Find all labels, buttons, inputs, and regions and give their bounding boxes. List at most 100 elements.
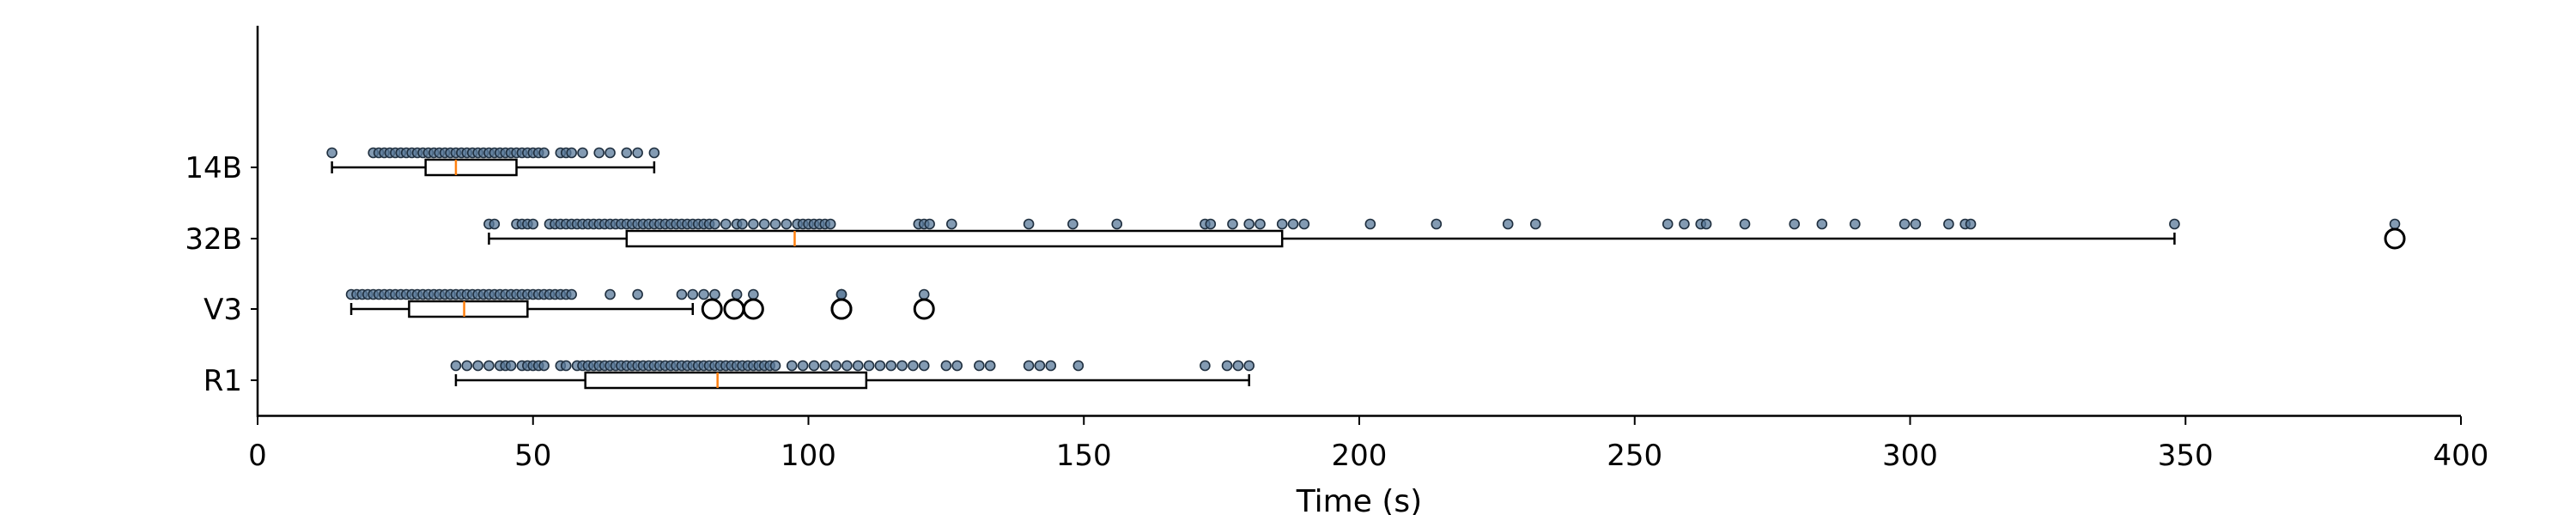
x-tick-label-250: 250	[1607, 439, 1662, 473]
data-point-r1	[974, 360, 985, 372]
data-point-r1	[874, 360, 886, 372]
data-point-32b	[924, 218, 935, 230]
data-point-14b	[577, 147, 588, 159]
data-point-r1	[940, 360, 952, 372]
data-point-r1	[863, 360, 875, 372]
outlier-v3	[701, 298, 723, 320]
data-point-r1	[1023, 360, 1035, 372]
data-point-r1	[450, 360, 462, 372]
data-point-32b	[1662, 218, 1674, 230]
data-point-32b	[1502, 218, 1514, 230]
x-tick-label-400: 400	[2433, 439, 2489, 473]
data-point-v3	[566, 288, 577, 300]
outlier-v3	[723, 298, 745, 320]
data-point-32b	[1816, 218, 1828, 230]
data-point-r1	[1200, 360, 1211, 372]
data-point-v3	[835, 288, 848, 300]
data-point-32b	[1899, 218, 1911, 230]
data-point-r1	[1045, 360, 1057, 372]
data-point-32b	[781, 218, 793, 230]
data-point-r1	[538, 360, 550, 372]
data-point-14b	[648, 147, 660, 159]
data-point-r1	[472, 360, 483, 372]
data-point-32b	[489, 218, 501, 230]
data-point-32b	[1205, 218, 1217, 230]
data-point-r1	[918, 360, 930, 372]
ticks-layer: R1 V3 32B 14B 0 50 100 150 200 250 300 350 400	[185, 151, 2488, 473]
data-point-r1	[819, 360, 831, 372]
data-point-v3	[709, 288, 720, 300]
data-point-32b	[748, 218, 759, 230]
data-point-r1	[808, 360, 820, 372]
data-point-v3	[698, 288, 709, 300]
data-point-r1	[984, 360, 996, 372]
box-32b	[625, 229, 1284, 248]
data-point-r1	[461, 360, 473, 372]
data-point-14b	[593, 147, 605, 159]
data-point-32b	[737, 218, 748, 230]
data-point-r1	[560, 360, 572, 372]
data-point-r1	[1221, 360, 1233, 372]
data-point-14b	[326, 147, 337, 159]
data-point-32b	[1111, 218, 1123, 230]
data-point-14b	[632, 147, 643, 159]
data-point-32b	[1287, 218, 1299, 230]
data-point-32b	[945, 218, 957, 230]
data-point-32b	[720, 218, 732, 230]
data-point-r1	[1072, 360, 1084, 372]
y-tick-label-v3: V3	[204, 293, 242, 327]
data-point-32b	[709, 218, 720, 230]
data-point-r1	[896, 360, 908, 372]
data-point-r1	[1232, 360, 1244, 372]
data-point-32b	[1431, 218, 1443, 230]
data-point-32b	[1298, 218, 1310, 230]
data-point-32b	[1067, 218, 1078, 230]
data-point-32b	[1850, 218, 1861, 230]
data-point-32b	[769, 218, 781, 230]
outlier-v3	[830, 298, 853, 320]
data-point-r1	[908, 360, 919, 372]
data-point-32b	[1910, 218, 1922, 230]
data-point-32b	[1023, 218, 1035, 230]
data-point-r1	[852, 360, 864, 372]
data-point-32b	[1965, 218, 1977, 230]
data-point-v3	[748, 288, 759, 300]
data-point-32b	[1243, 218, 1255, 230]
x-axis-title: Time (s)	[1296, 484, 1422, 515]
data-point-14b	[566, 147, 577, 159]
outlier-32b	[2384, 227, 2406, 250]
y-tick-label-r1: R1	[204, 364, 242, 398]
data-point-14b	[621, 147, 633, 159]
outlier-v3	[913, 298, 935, 320]
data-point-v3	[676, 288, 688, 300]
data-point-r1	[1034, 360, 1046, 372]
data-point-v3	[731, 288, 743, 300]
data-point-32b	[1943, 218, 1954, 230]
data-point-r1	[951, 360, 963, 372]
data-point-32b	[1227, 218, 1238, 230]
data-point-32b	[1739, 218, 1751, 230]
data-point-r1	[830, 360, 841, 372]
outlier-v3	[742, 298, 764, 320]
x-tick-label-50: 50	[514, 439, 551, 473]
data-point-32b	[527, 218, 539, 230]
data-point-v3	[605, 288, 616, 300]
data-point-14b	[605, 147, 616, 159]
data-point-32b	[824, 218, 836, 230]
data-point-32b	[1364, 218, 1376, 230]
data-point-r1	[841, 360, 853, 372]
y-tick-label-14b: 14B	[185, 151, 242, 185]
data-point-32b	[1255, 218, 1266, 230]
data-point-r1	[1243, 360, 1255, 372]
data-point-v3	[687, 288, 699, 300]
points-layer	[326, 147, 2401, 372]
data-point-32b	[1529, 218, 1541, 230]
data-point-32b	[758, 218, 770, 230]
data-point-r1	[483, 360, 495, 372]
data-point-r1	[885, 360, 897, 372]
box-r1	[584, 371, 868, 390]
data-point-v3	[918, 288, 930, 300]
data-point-r1	[505, 360, 517, 372]
axes-layer	[256, 26, 2461, 417]
